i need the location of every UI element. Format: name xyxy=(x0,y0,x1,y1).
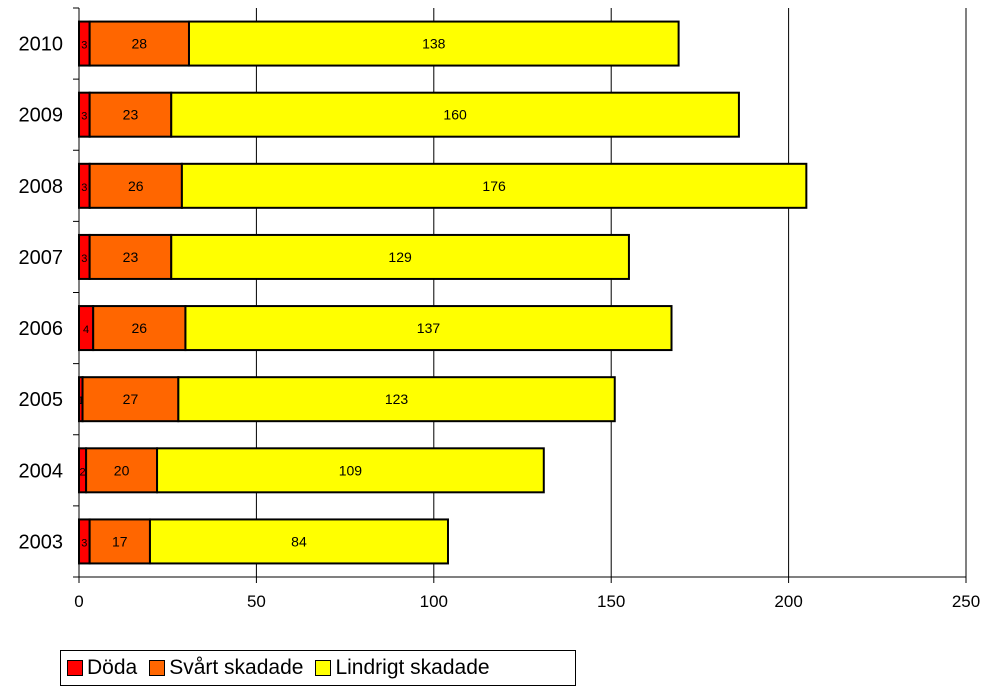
category-label: 2006 xyxy=(19,318,64,340)
bar-segment-lindrigt-skadade-2004 xyxy=(156,447,545,494)
bar-segment-svårt-skadade-2008 xyxy=(88,162,183,209)
category-label: 2009 xyxy=(19,105,64,127)
axes: 0 50 100 150 200 250 2010 2009 2008 2007 2006 2005 2… xyxy=(19,7,980,611)
data-label: 27 xyxy=(123,391,139,407)
bar-segment-svårt-skadade-2005 xyxy=(81,376,180,423)
category-label: 2008 xyxy=(19,176,64,198)
data-label: 3 xyxy=(81,111,87,123)
data-label: 3 xyxy=(81,40,87,52)
bar-segment-lindrigt-skadade-2010 xyxy=(187,20,680,67)
bar-segment-svårt-skadade-2009 xyxy=(88,91,173,138)
bar-segment-lindrigt-skadade-2009 xyxy=(170,91,740,138)
data-label: 1 xyxy=(78,395,84,407)
legend-item-döda: Döda xyxy=(67,656,137,680)
data-label: 23 xyxy=(123,107,139,123)
bar-segment-lindrigt-skadade-2003 xyxy=(148,518,449,565)
data-label: 3 xyxy=(81,182,87,194)
data-label: 4 xyxy=(83,324,89,336)
data-label: 138 xyxy=(422,36,446,52)
bar-segment-lindrigt-skadade-2007 xyxy=(170,233,630,280)
legend-item-svårt-skadade: Svårt skadade xyxy=(149,656,303,680)
category-label: 2003 xyxy=(19,531,64,553)
legend-swatch xyxy=(149,660,166,676)
legend-label: Döda xyxy=(87,656,138,679)
category-label: 2010 xyxy=(19,34,64,56)
x-tick-label: 200 xyxy=(774,592,802,611)
x-tick-label: 100 xyxy=(420,592,448,611)
data-label: 2 xyxy=(79,466,85,478)
data-label: 84 xyxy=(291,533,307,549)
bar-segment-svårt-skadade-2004 xyxy=(85,447,159,494)
data-label: 28 xyxy=(132,36,148,52)
data-label: 20 xyxy=(114,462,130,478)
data-label: 3 xyxy=(81,253,87,265)
data-label: 123 xyxy=(385,391,409,407)
data-label: 26 xyxy=(128,178,144,194)
bar-segment-lindrigt-skadade-2008 xyxy=(180,162,808,209)
bar-segment-lindrigt-skadade-2005 xyxy=(177,376,616,423)
category-label: 2005 xyxy=(19,389,64,411)
legend: Döda Svårt skadade Lindrigt skadade xyxy=(60,650,576,686)
bar-segment-svårt-skadade-2006 xyxy=(92,305,187,352)
legend-swatch xyxy=(315,660,332,676)
x-tick-label: 250 xyxy=(952,592,980,611)
category-label: 2007 xyxy=(19,247,64,269)
legend-item-lindrigt-skadade: Lindrigt skadade xyxy=(315,656,490,680)
data-label: 17 xyxy=(112,533,128,549)
data-label: 160 xyxy=(443,107,467,123)
bar-segment-lindrigt-skadade-2006 xyxy=(184,305,673,352)
data-label: 26 xyxy=(132,320,148,336)
bars: 3 28 138 3 23 160 3 26 176 3 23 129 4 26 137 1 27 123 2 20 1… xyxy=(78,20,808,565)
x-tick-label: 50 xyxy=(247,592,266,611)
legend-label: Lindrigt skadade xyxy=(335,656,490,679)
data-label: 129 xyxy=(388,249,412,265)
data-label: 176 xyxy=(482,178,506,194)
data-label: 23 xyxy=(123,249,139,265)
data-label: 3 xyxy=(81,537,87,549)
data-label: 109 xyxy=(339,462,363,478)
category-label: 2004 xyxy=(19,460,64,482)
legend-label: Svårt skadade xyxy=(169,656,304,679)
x-tick-label: 0 xyxy=(74,592,83,611)
x-tick-label: 150 xyxy=(597,592,625,611)
data-label: 137 xyxy=(417,320,441,336)
legend-swatch xyxy=(67,660,83,676)
